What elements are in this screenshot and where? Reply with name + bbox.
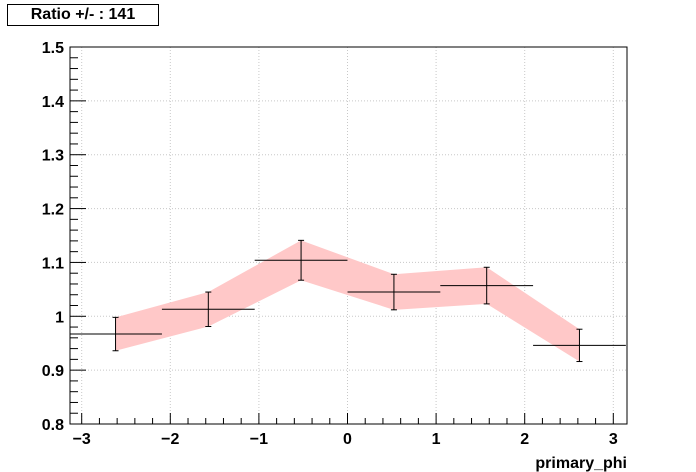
y-tick-label: 1.2 <box>42 202 64 219</box>
plot-frame <box>69 46 628 425</box>
axes: −3 −2 −1 0 1 2 3 0.8 0.9 1 1.1 1.2 1.3 1.4 1.5 <box>42 40 618 448</box>
y-tick-label: 0.9 <box>42 363 64 380</box>
x-tick-label: 0 <box>343 431 352 448</box>
data-points <box>70 239 626 363</box>
data-point <box>254 239 348 281</box>
uncertainty-band-group <box>115 240 580 362</box>
y-tick-label: 1.5 <box>42 40 64 57</box>
x-tick-label: 3 <box>609 431 618 448</box>
x-tick-label: 1 <box>432 431 441 448</box>
data-point <box>533 328 626 363</box>
data-point <box>161 291 255 328</box>
x-tick-label: 2 <box>520 431 529 448</box>
y-tick-label: 1.1 <box>42 255 64 272</box>
grid <box>70 46 627 425</box>
uncertainty-band <box>115 240 580 362</box>
chart-title: Ratio +/- : 141 <box>7 4 159 26</box>
x-axis-title: primary_phi <box>535 455 627 472</box>
x-tick-label: −3 <box>73 431 91 448</box>
data-point <box>440 266 534 305</box>
y-tick-label: 1 <box>55 309 64 326</box>
data-point <box>347 273 441 311</box>
y-tick-label: 0.8 <box>42 417 64 434</box>
data-point <box>70 316 162 352</box>
x-tick-label: −2 <box>161 431 179 448</box>
x-tick-label: −1 <box>250 431 268 448</box>
y-tick-label: 1.4 <box>42 94 64 111</box>
y-tick-label: 1.3 <box>42 148 64 165</box>
